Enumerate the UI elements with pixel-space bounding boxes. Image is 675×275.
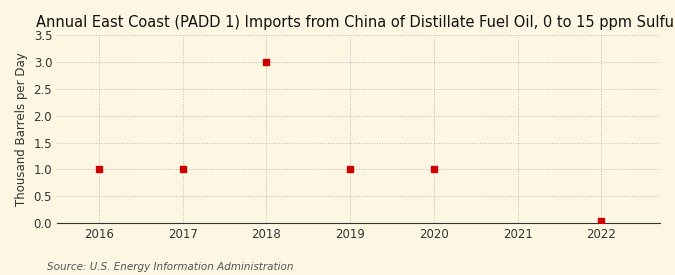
Y-axis label: Thousand Barrels per Day: Thousand Barrels per Day bbox=[15, 52, 28, 206]
Title: Annual East Coast (PADD 1) Imports from China of Distillate Fuel Oil, 0 to 15 pp: Annual East Coast (PADD 1) Imports from … bbox=[36, 15, 675, 30]
Text: Source: U.S. Energy Information Administration: Source: U.S. Energy Information Administ… bbox=[47, 262, 294, 272]
